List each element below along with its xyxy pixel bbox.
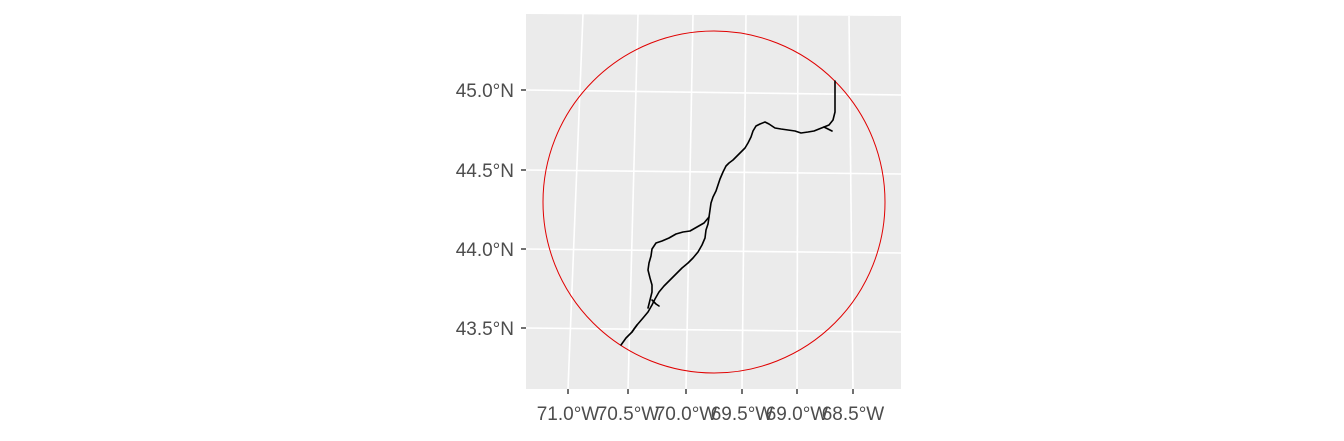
y-tick-label: 45.0°N xyxy=(456,81,514,102)
x-tick-labels: 71.0°W 70.5°W 70.0°W 69.5°W 69.0°W 68.5°… xyxy=(537,404,885,425)
meridian-71-0 xyxy=(567,13,584,390)
buffer-circle xyxy=(542,30,886,374)
graticule-parallels xyxy=(525,89,902,333)
route-spur-southwest xyxy=(631,324,638,333)
parallel-44-0 xyxy=(525,248,902,254)
route-spur-east xyxy=(823,126,833,132)
route-spur-loop-join xyxy=(651,299,660,307)
meridian-69-5 xyxy=(741,14,747,390)
x-tick-label: 69.0°W xyxy=(766,404,829,425)
x-tick-label: 69.5°W xyxy=(711,404,774,425)
meridian-68-5 xyxy=(848,15,854,390)
route-branch-loop xyxy=(647,216,710,309)
y-tick-label: 44.5°N xyxy=(456,161,514,182)
parallel-44-5 xyxy=(525,169,902,175)
x-tick-label: 70.5°W xyxy=(597,404,660,425)
route-lines xyxy=(620,80,836,346)
y-tick-label: 44.0°N xyxy=(456,240,514,261)
graticule-meridians xyxy=(567,13,854,390)
meridian-70-5 xyxy=(627,13,639,390)
meridian-69-0 xyxy=(796,14,799,390)
route-main-line xyxy=(620,80,836,346)
y-tick-labels: 45.0°N 44.5°N 44.0°N 43.5°N xyxy=(456,81,514,340)
x-tick-label: 70.0°W xyxy=(655,404,718,425)
x-tick-label: 71.0°W xyxy=(537,404,600,425)
panel-background xyxy=(526,14,901,389)
meridian-70-0 xyxy=(685,14,694,390)
y-axis-ticks xyxy=(521,89,526,329)
x-axis-ticks xyxy=(567,389,854,394)
parallel-45-0 xyxy=(525,89,902,96)
parallel-43-5 xyxy=(525,327,902,333)
y-tick-label: 43.5°N xyxy=(456,319,514,340)
x-tick-label: 68.5°W xyxy=(822,404,885,425)
